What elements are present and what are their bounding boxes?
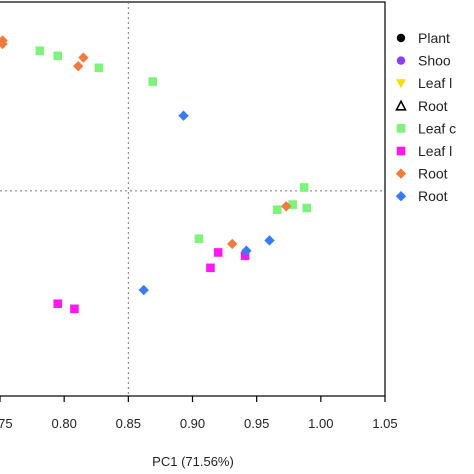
legend: Plant Shoo Leaf l Root Leaf c Leaf l Root Root: [395, 30, 456, 204]
data-point-series-6: [227, 238, 238, 250]
legend-marker-4: [396, 124, 406, 133]
legend-marker-2: [396, 79, 406, 89]
x-tick-label: 0.80: [52, 416, 77, 431]
legend-marker-3: [395, 99, 407, 111]
x-axis: 0.75 0.80 0.85 0.90 0.95 1.00 1.05: [0, 396, 398, 431]
data-point-series-6: [73, 60, 84, 72]
plot-frame: [0, 1, 386, 397]
data-point-series-4: [53, 51, 63, 61]
legend-label-0: Plant: [418, 30, 450, 46]
legend-marker-1: [396, 56, 406, 65]
data-point-series-7: [241, 245, 252, 256]
data-point-series-6: [0, 38, 8, 50]
x-tick-label: 1.00: [308, 416, 333, 431]
data-point-series-5: [206, 263, 215, 273]
data-point-series-4: [288, 200, 297, 209]
data-point-series-6: [280, 201, 292, 212]
data-point-series-4: [35, 46, 45, 56]
data-point-series-4: [302, 203, 312, 213]
data-point-series-4: [148, 77, 158, 86]
x-tick-label: 0.75: [0, 416, 13, 431]
legend-marker-5: [396, 146, 406, 156]
data-point-series-5: [240, 251, 250, 261]
x-tick-label: 0.95: [244, 416, 269, 431]
data-marks: [0, 35, 312, 314]
data-point-series-5: [70, 304, 79, 314]
legend-label-4: Leaf c: [418, 120, 456, 136]
legend-label-5: Leaf l: [418, 143, 452, 159]
data-point-series-4: [299, 183, 309, 192]
legend-label-1: Shoo: [418, 53, 451, 69]
data-point-series-7: [138, 284, 149, 296]
data-point-series-7: [178, 110, 189, 121]
x-tick-label: 0.85: [116, 416, 141, 431]
legend-label-2: Leaf l: [418, 75, 452, 91]
data-point-series-6: [78, 52, 89, 63]
data-point-series-4: [194, 234, 204, 244]
x-axis-label: PC1 (71.56%): [152, 454, 234, 469]
data-point-series-4: [272, 205, 282, 215]
data-point-series-7: [264, 235, 275, 246]
data-point-series-5: [213, 248, 223, 257]
legend-label-6: Root: [418, 166, 448, 182]
x-tick-label: 0.90: [180, 416, 205, 431]
legend-marker-7: [395, 191, 407, 202]
data-point-series-4: [94, 63, 104, 73]
legend-label-3: Root: [418, 98, 448, 114]
plot-area: [0, 1, 386, 397]
legend-label-7: Root: [418, 188, 448, 204]
legend-marker-6: [395, 168, 407, 179]
data-point-series-5: [53, 299, 63, 309]
x-tick-label: 1.05: [372, 416, 397, 431]
legend-marker-0: [396, 33, 406, 43]
